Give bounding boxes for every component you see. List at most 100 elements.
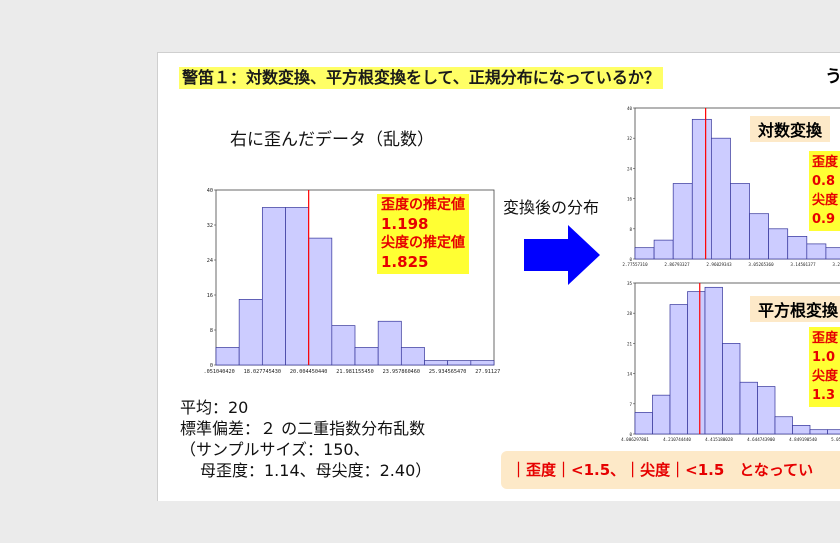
histogram-bar (285, 207, 310, 366)
x-tick-label: 3.23737393 (832, 262, 840, 267)
skew-label: 歪度の推定値 (381, 197, 465, 213)
histogram-bar (739, 381, 758, 435)
histogram-bar (730, 183, 750, 260)
histogram-bar (400, 347, 425, 366)
sqrt-skew-value: 1.0 (812, 350, 836, 365)
y-tick-label: 8 (210, 328, 213, 334)
sample-size-text: （サンプルサイズ：150、 (180, 440, 370, 459)
sqrt-transform-label: 平方根変換 (750, 296, 840, 322)
y-tick-label: 24 (627, 166, 633, 171)
x-tick-label: 2.86793327 (664, 262, 690, 267)
left-chart-caption: 右に歪んだデータ（乱数） (230, 130, 434, 150)
x-tick-label: 4.006297801 (621, 437, 649, 442)
histogram-bar (749, 213, 769, 260)
histogram-bar (774, 416, 793, 435)
slide-title-overflow: う (825, 62, 840, 87)
sqrt-kurtosis-label: 尖度 (812, 369, 839, 384)
x-tick-label: 20.004450440 (290, 369, 327, 375)
histogram-bar (308, 237, 333, 366)
y-tick-label: 0 (629, 432, 632, 437)
x-tick-label: 4.210744440 (663, 437, 691, 442)
x-tick-label: 18.027745430 (244, 369, 281, 375)
log-kurtosis-label: 尖度 (812, 193, 839, 208)
x-tick-label: 3.05265360 (748, 262, 774, 267)
conclusion-box: ｜歪度｜<1.5、｜尖度｜<1.5 となってい (501, 451, 840, 489)
right-arrow-icon (524, 225, 600, 285)
y-tick-label: 24 (207, 258, 213, 264)
histogram-bar (806, 243, 827, 260)
sd-text: 標準偏差：２ の二重指数分布乱数 (180, 419, 426, 438)
kurtosis-label: 尖度の推定値 (381, 235, 465, 251)
x-tick-label: 3.14501377 (790, 262, 816, 267)
y-tick-label: 0 (629, 257, 632, 262)
sqrt-skew-label: 歪度 (812, 331, 839, 346)
sqrt-kurtosis-value: 1.3 (812, 388, 836, 403)
y-tick-label: 35 (627, 281, 633, 286)
log-skew-value: 0.8 (812, 174, 836, 189)
histogram-bar (377, 320, 402, 366)
y-tick-label: 14 (627, 372, 633, 377)
kurtosis-value: 1.825 (381, 253, 429, 271)
histogram-bar (704, 286, 723, 435)
y-tick-label: 8 (629, 227, 632, 232)
histogram-bar (238, 299, 263, 366)
histogram-bar (470, 360, 495, 366)
slide-title: 警笛１：対数変換、平方根変換をして、正規分布になっているか？ (179, 67, 663, 89)
histogram-bar (787, 236, 808, 260)
x-tick-label: 23.957860460 (383, 369, 420, 375)
x-tick-label: 21.981155450 (336, 369, 373, 375)
histogram-bar (634, 412, 653, 435)
x-tick-label: 27.911270480 (475, 369, 500, 375)
histogram-bar (672, 183, 693, 260)
histogram-bar (331, 325, 356, 366)
histogram-bar (792, 425, 811, 435)
log-transform-histogram: 0 8 16 24 32 40 2.77557310 2.86793327 2.96029343… (622, 106, 840, 267)
histogram-bar (825, 247, 840, 260)
histogram-bar (809, 429, 828, 435)
log-transform-stats-box: 歪度 0.8 尖度 0.9 (809, 151, 840, 231)
y-tick-label: 32 (207, 223, 213, 229)
x-tick-label: 16.051040420 (204, 369, 235, 375)
slide: 警笛１：対数変換、平方根変換をして、正規分布になっているか？ う 右に歪んだデー… (157, 52, 840, 501)
x-tick-label: 4.644743900 (747, 437, 775, 442)
histogram-bar (669, 304, 688, 435)
histogram-bar (653, 239, 674, 260)
x-tick-label: 2.96029343 (706, 262, 732, 267)
histogram-bar (691, 118, 712, 260)
histogram-bar (722, 343, 741, 435)
x-tick-label: 2.77557310 (622, 262, 648, 267)
y-tick-label: 40 (207, 188, 213, 194)
skew-value: 1.198 (381, 215, 429, 233)
sqrt-transform-stats-box: 歪度 1.0 尖度 1.3 (809, 327, 840, 407)
histogram-bar (447, 360, 472, 366)
histogram-bar (652, 394, 671, 435)
x-tick-label: 4.849190540 (789, 437, 817, 442)
y-tick-label: 21 (627, 341, 633, 346)
y-tick-label: 40 (627, 106, 633, 111)
population-params-text: 母歪度：1.14、母尖度：2.40） (200, 461, 432, 480)
y-tick-label: 32 (627, 136, 633, 141)
transformed-caption: 変換後の分布 (503, 198, 600, 217)
histogram-bar (424, 360, 449, 366)
histogram-bar (711, 137, 731, 260)
log-kurtosis-value: 0.9 (812, 212, 836, 227)
histogram-bar (687, 291, 706, 435)
x-tick-label: 5.053623471 (831, 437, 840, 442)
histogram-bar (354, 347, 379, 366)
histogram-bar (757, 386, 776, 435)
y-tick-label: 16 (627, 197, 633, 202)
y-tick-label: 28 (627, 311, 633, 316)
histogram-bar (827, 429, 840, 435)
log-transform-label: 対数変換 (750, 116, 831, 142)
y-tick-label: 0 (210, 363, 213, 369)
distribution-info: 平均：20 標準偏差：２ の二重指数分布乱数 （サンプルサイズ：150、 母歪度… (180, 397, 431, 481)
raw-data-stats-box: 歪度の推定値 1.198 尖度の推定値 1.825 (377, 194, 469, 274)
mean-text: 平均：20 (180, 398, 249, 417)
histogram-bar (634, 247, 655, 260)
log-skew-label: 歪度 (812, 155, 839, 170)
y-tick-label: 16 (207, 293, 213, 299)
x-tick-label: 4.415180028 (705, 437, 733, 442)
histogram-bar (261, 207, 286, 366)
y-tick-label: 7 (629, 402, 632, 407)
x-tick-label: 25.934565470 (429, 369, 466, 375)
